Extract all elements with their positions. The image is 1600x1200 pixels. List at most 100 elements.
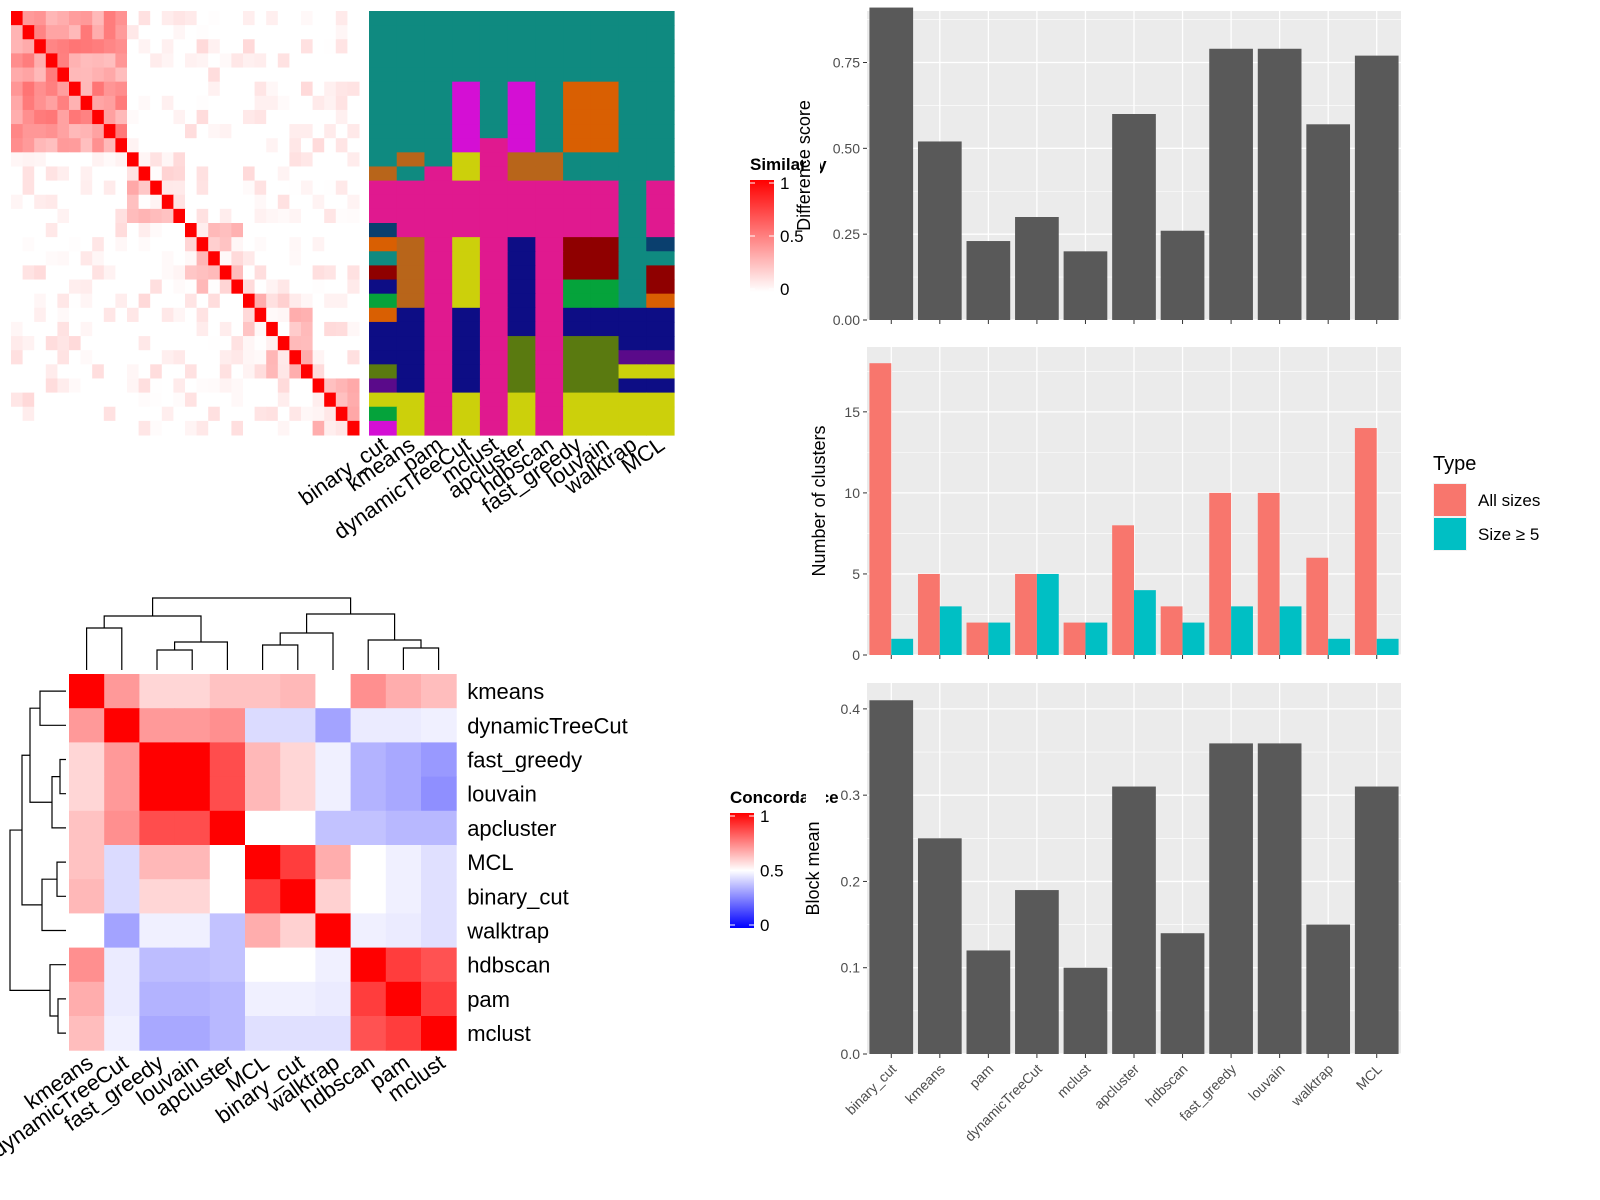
similarity-cell: [185, 152, 198, 167]
similarity-cell: [254, 392, 267, 408]
assignment-cell: [396, 336, 426, 351]
similarity-cell: [127, 95, 140, 111]
x-tick-label: mclust: [1054, 1061, 1094, 1101]
similarity-cell: [277, 293, 290, 309]
y-tick-label: 0.50: [833, 140, 860, 156]
similarity-cell: [138, 39, 151, 54]
assignment-cell: [369, 293, 398, 309]
similarity-cell: [335, 237, 348, 252]
assignment-cell: [590, 350, 620, 365]
similarity-cell: [45, 350, 58, 365]
similarity-cell: [347, 251, 360, 266]
assignment-cell: [535, 336, 564, 351]
similarity-cell: [277, 420, 290, 436]
similarity-cell: [196, 124, 209, 139]
assignment-cell: [479, 109, 509, 125]
similarity-cell: [196, 67, 209, 83]
concordance-cell: [104, 708, 140, 743]
similarity-cell: [301, 53, 314, 69]
similarity-cell: [22, 279, 35, 295]
assignment-cell: [479, 420, 509, 436]
similarity-cell: [324, 392, 337, 408]
concordance-cell: [245, 708, 281, 743]
concordance-cell: [385, 879, 422, 914]
similarity-cell: [243, 420, 256, 436]
concordance-cell: [280, 742, 316, 778]
similarity-cell: [80, 138, 93, 153]
assignment-cell: [646, 321, 675, 337]
similarity-cell: [254, 307, 267, 323]
similarity-cell: [208, 392, 221, 408]
similarity-cell: [312, 265, 325, 281]
similarity-cell: [301, 124, 314, 139]
similarity-cell: [80, 208, 93, 224]
concordance-cell: [421, 981, 457, 1017]
similarity-cell: [45, 39, 58, 54]
similarity-cell: [335, 95, 348, 111]
similarity-cell: [127, 251, 140, 266]
assignment-cell: [396, 237, 426, 252]
concordance-cell: [174, 810, 211, 846]
similarity-cell: [80, 152, 93, 167]
similarity-cell: [92, 11, 105, 26]
assignment-cell: [563, 307, 592, 323]
similarity-cell: [243, 11, 256, 26]
similarity-cell: [231, 95, 244, 111]
assignment-cell: [590, 81, 620, 97]
similarity-cell: [266, 109, 279, 125]
similarity-cell: [103, 265, 116, 281]
similarity-cell: [231, 81, 244, 97]
similarity-cell: [138, 223, 151, 238]
similarity-cell: [173, 109, 186, 125]
similarity-cell: [335, 321, 348, 337]
similarity-cell: [92, 39, 105, 54]
assignment-cell: [535, 406, 564, 422]
similarity-cell: [219, 166, 232, 182]
assignment-cell: [646, 53, 675, 69]
similarity-cell: [173, 336, 186, 351]
similarity-cell: [254, 208, 267, 224]
assignment-cell: [618, 95, 647, 111]
similarity-cell: [57, 321, 70, 337]
similarity-cell: [266, 321, 279, 337]
similarity-cell: [34, 251, 47, 266]
similarity-cell: [196, 265, 209, 281]
similarity-cell: [254, 124, 267, 139]
similarity-cell: [92, 307, 105, 323]
similarity-cell: [161, 223, 174, 238]
concordance-cell: [104, 776, 140, 812]
dendrogram-link: [56, 861, 66, 897]
similarity-cell: [127, 307, 140, 323]
similarity-cell: [266, 124, 279, 139]
bar-size-ge5: [1036, 573, 1059, 655]
assignment-cell: [452, 180, 481, 196]
similarity-cell: [115, 39, 128, 54]
similarity-cell: [161, 321, 174, 337]
assignment-cell: [479, 265, 509, 281]
similarity-cell: [22, 166, 35, 182]
similarity-cell: [22, 194, 35, 210]
similarity-cell: [196, 420, 209, 436]
similarity-cell: [324, 237, 337, 252]
similarity-cell: [69, 166, 82, 182]
similarity-cell: [266, 293, 279, 309]
concordance-cell: [245, 845, 281, 880]
similarity-cell: [11, 124, 24, 139]
assignment-cell: [507, 109, 536, 125]
similarity-cell: [138, 53, 151, 69]
bar: [1063, 967, 1108, 1054]
similarity-cell: [34, 279, 47, 295]
assignment-cell: [646, 336, 675, 351]
similarity-cell: [80, 237, 93, 252]
assignment-cell: [563, 67, 592, 83]
similarity-cell: [80, 406, 93, 422]
similarity-cell: [324, 223, 337, 238]
similarity-cell: [138, 406, 151, 422]
concordance-cell: [315, 947, 352, 983]
bar: [1354, 55, 1399, 321]
similarity-cell: [243, 138, 256, 153]
similarity-cell: [173, 194, 186, 210]
x-tick-label: louvain: [1245, 1061, 1288, 1104]
similarity-cell: [69, 237, 82, 252]
assignment-cell: [535, 251, 564, 266]
